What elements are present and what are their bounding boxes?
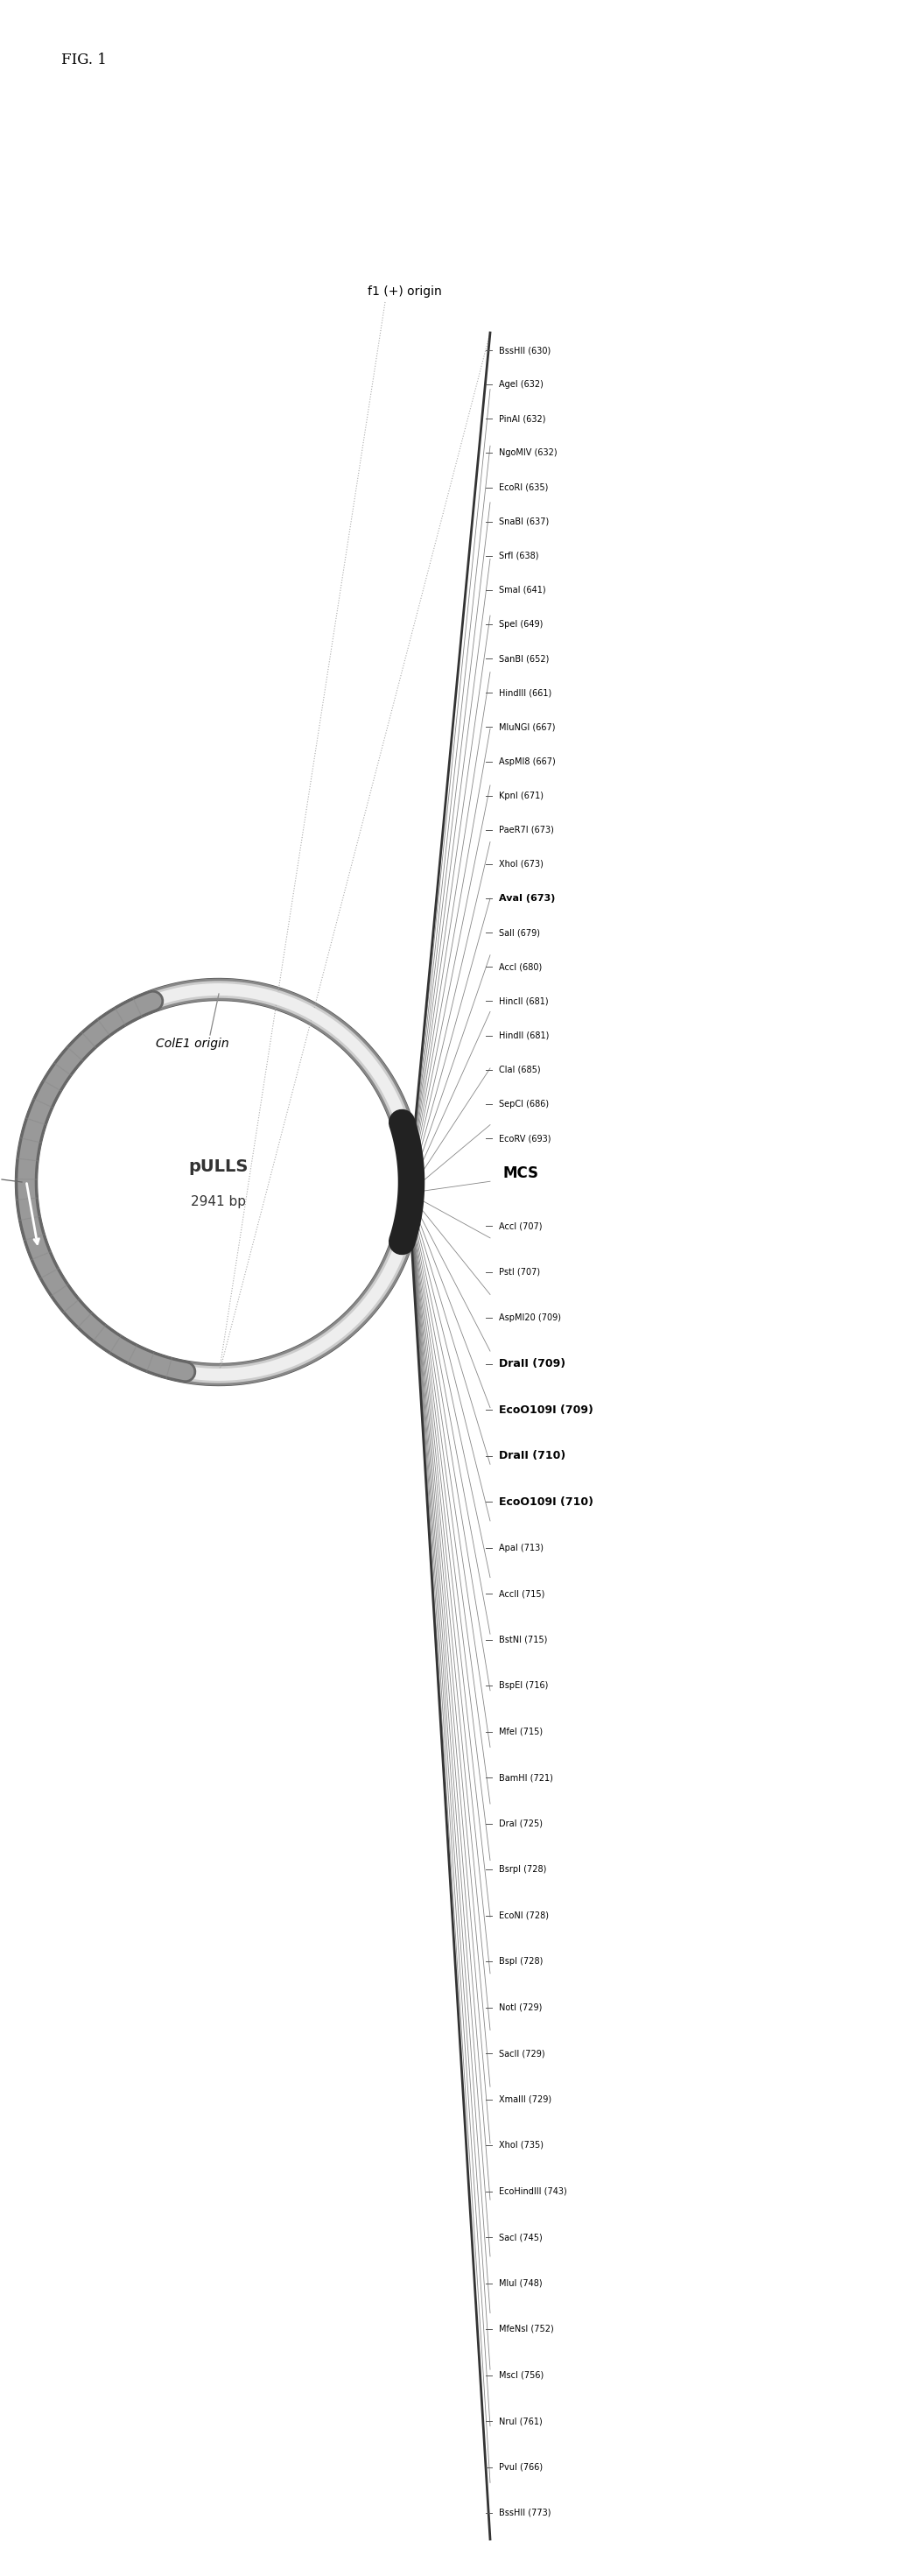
- Text: AvaI (673): AvaI (673): [499, 894, 555, 902]
- Text: PinAI (632): PinAI (632): [499, 415, 546, 422]
- Text: MCS: MCS: [503, 1164, 539, 1182]
- Text: HindIII (661): HindIII (661): [499, 688, 551, 698]
- Text: f1 (+) origin: f1 (+) origin: [367, 286, 442, 299]
- Text: DraII (709): DraII (709): [499, 1358, 566, 1370]
- Text: XmaIII (729): XmaIII (729): [499, 2094, 551, 2105]
- Text: SrfI (638): SrfI (638): [499, 551, 539, 559]
- Text: FIG. 1: FIG. 1: [61, 52, 107, 67]
- Text: MfeI (715): MfeI (715): [499, 1726, 542, 1736]
- Text: SnaBI (637): SnaBI (637): [499, 518, 549, 526]
- Text: ColE1 origin: ColE1 origin: [156, 1038, 229, 1051]
- Text: BspI (728): BspI (728): [499, 1958, 543, 1965]
- Text: AgeI (632): AgeI (632): [499, 381, 543, 389]
- Text: XhoI (673): XhoI (673): [499, 860, 543, 868]
- Text: SalI (679): SalI (679): [499, 927, 540, 938]
- Text: MfeNsI (752): MfeNsI (752): [499, 2324, 554, 2334]
- Text: DraI (725): DraI (725): [499, 1819, 542, 1829]
- Text: SanBI (652): SanBI (652): [499, 654, 549, 662]
- Text: BamHI (721): BamHI (721): [499, 1772, 553, 1783]
- Text: pULLS: pULLS: [189, 1159, 249, 1175]
- Text: BspEI (716): BspEI (716): [499, 1682, 549, 1690]
- Text: PvuI (766): PvuI (766): [499, 2463, 542, 2470]
- Text: ClaI (685): ClaI (685): [499, 1066, 541, 1074]
- Text: HincII (681): HincII (681): [499, 997, 549, 1005]
- Text: XhoI (735): XhoI (735): [499, 2141, 543, 2148]
- Text: EcoNI (728): EcoNI (728): [499, 1911, 549, 1919]
- Text: SpeI (649): SpeI (649): [499, 621, 543, 629]
- Text: AccI (707): AccI (707): [499, 1221, 542, 1231]
- Text: MscI (756): MscI (756): [499, 2370, 544, 2380]
- Text: NotI (729): NotI (729): [499, 2004, 542, 2012]
- Text: ApaI (713): ApaI (713): [499, 1543, 543, 1551]
- Text: DraII (710): DraII (710): [499, 1450, 566, 1461]
- Text: EcoRI (635): EcoRI (635): [499, 482, 549, 492]
- Text: SmaI (641): SmaI (641): [499, 585, 546, 595]
- Text: BsrpI (728): BsrpI (728): [499, 1865, 547, 1873]
- Text: NgoMIV (632): NgoMIV (632): [499, 448, 557, 459]
- Text: 2941 bp: 2941 bp: [191, 1195, 246, 1208]
- Text: SacI (745): SacI (745): [499, 2233, 542, 2241]
- Text: KpnI (671): KpnI (671): [499, 791, 543, 801]
- Text: NruI (761): NruI (761): [499, 2416, 542, 2427]
- Text: AspMI20 (709): AspMI20 (709): [499, 1314, 561, 1321]
- Text: PstI (707): PstI (707): [499, 1267, 540, 1275]
- Text: MluNGI (667): MluNGI (667): [499, 724, 555, 732]
- Text: SacII (729): SacII (729): [499, 2048, 545, 2058]
- Text: BssHII (630): BssHII (630): [499, 345, 550, 355]
- Text: MluI (748): MluI (748): [499, 2280, 542, 2287]
- Text: EcoO109I (710): EcoO109I (710): [499, 1497, 594, 1507]
- Text: EcoRV (693): EcoRV (693): [499, 1133, 551, 1144]
- Text: HindII (681): HindII (681): [499, 1030, 549, 1041]
- Text: BstNI (715): BstNI (715): [499, 1636, 548, 1643]
- Text: AccII (715): AccII (715): [499, 1589, 545, 1597]
- Text: SepCI (686): SepCI (686): [499, 1100, 549, 1108]
- Text: EcoO109I (709): EcoO109I (709): [499, 1404, 594, 1414]
- Text: AccI (680): AccI (680): [499, 963, 542, 971]
- Text: BssHII (773): BssHII (773): [499, 2509, 551, 2517]
- Text: PaeR7I (673): PaeR7I (673): [499, 824, 554, 835]
- Text: EcoHindIII (743): EcoHindIII (743): [499, 2187, 567, 2195]
- Text: AspMI8 (667): AspMI8 (667): [499, 757, 556, 765]
